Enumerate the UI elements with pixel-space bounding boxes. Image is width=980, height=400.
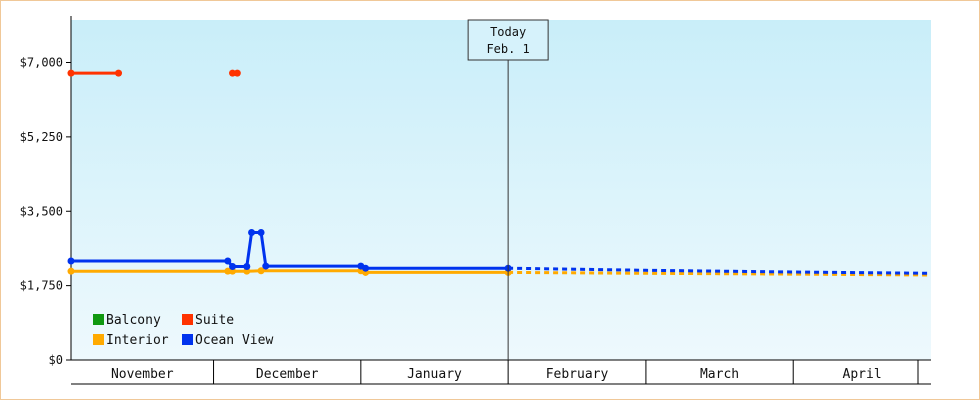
data-point-ocean-view [362, 264, 370, 272]
today-box [467, 19, 549, 61]
y-tick-label: $5,250 [20, 130, 63, 144]
y-tick-label: $0 [49, 353, 63, 367]
month-label: February [546, 367, 609, 382]
data-point-ocean-view [257, 229, 265, 236]
legend-swatch-interior [93, 334, 104, 345]
month-label: April [843, 367, 882, 382]
legend-label-ocean-view: Ocean View [195, 333, 273, 348]
data-point-suite [233, 69, 241, 77]
x-axis: November December January February March Apri… [71, 359, 931, 385]
data-point-ocean-view [229, 263, 237, 270]
y-tick-label: $1,750 [20, 279, 63, 293]
y-tick-label: $3,500 [20, 204, 63, 218]
today-date-label: Feb. 1 [486, 42, 529, 56]
legend-label-suite: Suite [195, 313, 234, 328]
series-layer [67, 69, 932, 277]
data-point-ocean-view [67, 257, 75, 265]
legend-swatch-balcony [93, 314, 104, 325]
data-point-suite [115, 69, 123, 77]
month-label: November [111, 367, 174, 382]
legend-swatch-ocean-view [182, 334, 193, 345]
forecast-line-interior [508, 270, 932, 277]
legend-label-interior: Interior [106, 333, 169, 348]
series-line-interior [71, 269, 509, 274]
data-point-interior [257, 267, 265, 275]
data-point-ocean-view [262, 262, 270, 270]
data-point-suite [67, 69, 75, 77]
data-point-ocean-view [248, 229, 256, 236]
plot-background [71, 20, 931, 360]
today-label: Today [490, 25, 526, 39]
y-axis: $0 $1,750 $3,500 $5,250 $7,000 [20, 16, 72, 367]
legend-swatch-suite [182, 314, 193, 325]
data-point-interior [67, 267, 75, 275]
forecast-line-ocean-view [508, 266, 932, 275]
month-label: January [407, 367, 462, 382]
month-label: March [700, 367, 739, 382]
y-tick-label: $7,000 [20, 56, 63, 70]
today-marker: Today Feb. 1 [467, 19, 549, 360]
data-point-ocean-view [224, 257, 232, 265]
legend-label-balcony: Balcony [106, 313, 161, 328]
data-point-ocean-view [243, 263, 251, 270]
month-label: December [256, 367, 319, 382]
legend: Balcony Suite Interior Ocean View [93, 313, 273, 348]
